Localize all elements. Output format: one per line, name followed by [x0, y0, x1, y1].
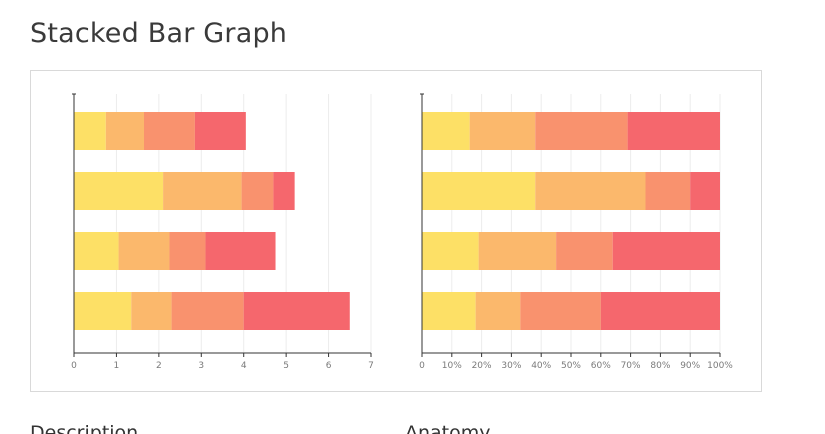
bar-segment: [520, 292, 601, 330]
x-tick-label: 6: [326, 361, 332, 371]
bar-segment: [422, 112, 470, 150]
x-tick-label: 80%: [650, 361, 670, 371]
bar-segment: [243, 292, 350, 330]
bar-segment: [556, 232, 613, 270]
stacked-bar-charts: 0 1 2 3 4 5 6 7 0 10% 20% 30% 40% 50% 60% 70% 80% 90% 100%: [71, 93, 733, 371]
bar-segment: [144, 112, 195, 150]
bar-segment: [535, 172, 646, 210]
bar-segment: [478, 232, 557, 270]
description-heading: Description: [30, 422, 139, 434]
x-tick-label: 7: [368, 361, 374, 371]
bar-segment: [74, 292, 132, 330]
bar-segment: [74, 112, 106, 150]
x-tick-label: 100%: [707, 361, 733, 371]
page-title: Stacked Bar Graph: [30, 18, 288, 49]
bar-segment: [690, 172, 720, 210]
bar-segment: [469, 112, 536, 150]
chart-container: 0 1 2 3 4 5 6 7 0 10% 20% 30% 40% 50% 60% 70% 80% 90% 100%: [30, 70, 762, 392]
x-tick-label: 50%: [561, 361, 581, 371]
bar-segment: [535, 112, 628, 150]
bar-segment: [205, 232, 276, 270]
bar-segment: [241, 172, 274, 210]
x-tick-label: 90%: [680, 361, 700, 371]
bar-segment: [74, 232, 119, 270]
bar-segment: [163, 172, 242, 210]
bar-segment: [422, 232, 479, 270]
anatomy-heading: Anatomy: [405, 422, 491, 434]
x-tick-label: 30%: [501, 361, 521, 371]
bar-segment: [118, 232, 170, 270]
bar-segment: [422, 172, 536, 210]
x-tick-label: 0: [71, 361, 77, 371]
x-tick-label: 40%: [531, 361, 551, 371]
bar-segment: [74, 172, 164, 210]
bar-segment: [171, 292, 244, 330]
x-tick-label: 3: [198, 361, 204, 371]
x-tick-label: 70%: [621, 361, 641, 371]
bar-segment: [627, 112, 720, 150]
bar-segment: [105, 112, 145, 150]
x-tick-label: 1: [114, 361, 120, 371]
x-tick-label: 2: [156, 361, 162, 371]
x-tick-label: 5: [283, 361, 289, 371]
bar-segment: [169, 232, 206, 270]
bar-segment: [645, 172, 691, 210]
x-tick-label: 60%: [591, 361, 611, 371]
bar-segment: [600, 292, 720, 330]
x-tick-label: 4: [241, 361, 247, 371]
bar-segment: [131, 292, 172, 330]
bar-segment: [273, 172, 295, 210]
x-tick-label: 0: [419, 361, 425, 371]
bar-segment: [612, 232, 720, 270]
bar-segment: [194, 112, 246, 150]
bar-segment: [475, 292, 521, 330]
x-tick-label: 20%: [472, 361, 492, 371]
x-tick-label: 10%: [442, 361, 462, 371]
bar-segment: [422, 292, 476, 330]
